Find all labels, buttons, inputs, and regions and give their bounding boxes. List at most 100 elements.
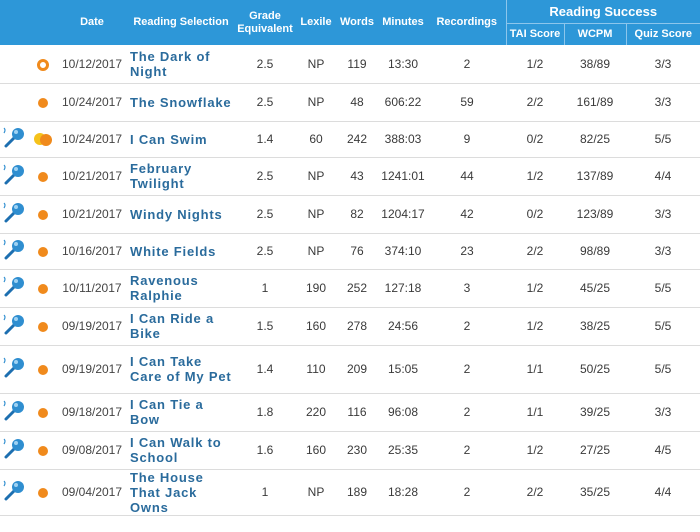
status-dot-icon	[38, 364, 48, 375]
table-row[interactable]: 10/21/2017 Windy Nights 2.5 NP 82 1204:17 42 0/…	[0, 195, 700, 234]
wcpm-cell: 123/89	[564, 195, 626, 234]
date-header[interactable]: Date	[56, 0, 128, 45]
reading-selection-link[interactable]: Windy Nights	[128, 195, 234, 234]
status-cell	[30, 269, 56, 308]
lexile-cell: NP	[296, 45, 336, 84]
lexile-cell: NP	[296, 469, 336, 516]
minutes-cell: 388:03	[378, 121, 428, 158]
microphone-icon[interactable]	[3, 438, 27, 463]
quiz-score-cell: 3/3	[626, 195, 700, 234]
grade-cell: 2.5	[234, 83, 296, 122]
table-row[interactable]: 09/19/2017 I Can Ride a Bike 1.5 160 278 24:5…	[0, 307, 700, 346]
reading-selection-link[interactable]: I Can Tie a Bow	[128, 393, 234, 432]
mic-cell	[0, 307, 30, 346]
mic-cell	[0, 195, 30, 234]
reading-success-header: Reading Success	[505, 0, 700, 24]
grade-cell: 1.4	[234, 121, 296, 158]
table-row[interactable]: 09/19/2017 I Can Take Care of My Pet 1.4 11…	[0, 345, 700, 394]
quiz-score-cell: 3/3	[626, 233, 700, 270]
table-row[interactable]: 10/21/2017 February Twilight 2.5 NP 43 1241:0…	[0, 157, 700, 196]
reading-selection-link[interactable]: I Can Ride a Bike	[128, 307, 234, 346]
microphone-icon[interactable]	[3, 400, 27, 425]
status-cell	[30, 469, 56, 516]
mic-column-header	[0, 0, 30, 45]
tai-score-cell: 2/2	[506, 83, 564, 122]
reading-selection-header[interactable]: Reading Selection	[128, 0, 234, 45]
minutes-cell: 127:18	[378, 269, 428, 308]
quiz-score-cell: 4/5	[626, 431, 700, 470]
reading-selection-link[interactable]: February Twilight	[128, 157, 234, 196]
reading-selection-link[interactable]: The House That Jack Owns	[128, 469, 234, 516]
minutes-header[interactable]: Minutes	[378, 0, 428, 45]
wcpm-cell: 137/89	[564, 157, 626, 196]
recordings-cell: 2	[428, 431, 506, 470]
microphone-icon[interactable]	[3, 164, 27, 189]
grade-cell: 1	[234, 469, 296, 516]
words-cell: 43	[336, 157, 378, 196]
wcpm-header[interactable]: WCPM	[563, 23, 626, 45]
lexile-cell: NP	[296, 83, 336, 122]
tai-score-header[interactable]: TAI Score	[505, 23, 564, 45]
quiz-score-cell: 5/5	[626, 307, 700, 346]
table-row[interactable]: 09/04/2017 The House That Jack Owns 1 NP 189…	[0, 469, 700, 516]
grade-cell: 2.5	[234, 45, 296, 84]
quiz-score-cell: 4/4	[626, 469, 700, 516]
minutes-cell: 374:10	[378, 233, 428, 270]
mic-cell	[0, 469, 30, 516]
reading-selection-link[interactable]: I Can Swim	[128, 121, 234, 158]
microphone-icon[interactable]	[3, 127, 27, 152]
date-cell: 09/18/2017	[56, 393, 128, 432]
report-rows: 10/12/2017 The Dark of Night 2.5 NP 119 13:30…	[0, 45, 700, 516]
words-cell: 242	[336, 121, 378, 158]
status-cell	[30, 431, 56, 470]
lexile-cell: 60	[296, 121, 336, 158]
reading-selection-link[interactable]: White Fields	[128, 233, 234, 270]
words-cell: 252	[336, 269, 378, 308]
tai-score-cell: 1/2	[506, 269, 564, 308]
table-row[interactable]: 10/24/2017 I Can Swim 1.4 60 242 388:03 9 0/2 82…	[0, 121, 700, 158]
quiz-score-header[interactable]: Quiz Score	[625, 23, 700, 45]
quiz-score-cell: 5/5	[626, 345, 700, 394]
quiz-score-cell: 3/3	[626, 83, 700, 122]
wcpm-cell: 39/25	[564, 393, 626, 432]
table-row[interactable]: 09/18/2017 I Can Tie a Bow 1.8 220 116 96:08 2…	[0, 393, 700, 432]
tai-score-cell: 2/2	[506, 469, 564, 516]
tai-score-cell: 1/1	[506, 393, 564, 432]
table-row[interactable]: 10/12/2017 The Dark of Night 2.5 NP 119 13:30…	[0, 45, 700, 84]
header-row: Date Reading Selection Grade Equivalent …	[0, 0, 700, 45]
grade-cell: 1.4	[234, 345, 296, 394]
reading-selection-link[interactable]: The Snowflake	[128, 83, 234, 122]
table-row[interactable]: 10/24/2017 The Snowflake 2.5 NP 48 606:22 59 2/…	[0, 83, 700, 122]
status-dot-icon	[38, 283, 48, 294]
recordings-cell: 3	[428, 269, 506, 308]
microphone-icon[interactable]	[3, 480, 27, 505]
words-cell: 119	[336, 45, 378, 84]
recordings-header[interactable]: Recordings	[428, 0, 506, 45]
table-row[interactable]: 10/11/2017 Ravenous Ralphie 1 190 252 127:18 3…	[0, 269, 700, 308]
reading-selection-link[interactable]: The Dark of Night	[128, 45, 234, 84]
date-cell: 10/24/2017	[56, 83, 128, 122]
words-header[interactable]: Words	[336, 0, 378, 45]
recordings-cell: 2	[428, 393, 506, 432]
table-row[interactable]: 10/16/2017 White Fields 2.5 NP 76 374:10 23 2/2…	[0, 233, 700, 270]
reading-selection-link[interactable]: I Can Take Care of My Pet	[128, 345, 234, 394]
reading-selection-link[interactable]: I Can Walk to School	[128, 431, 234, 470]
status-column-header	[30, 0, 56, 45]
grade-cell: 1.8	[234, 393, 296, 432]
status-cell	[30, 345, 56, 394]
date-cell: 10/21/2017	[56, 195, 128, 234]
table-row[interactable]: 09/08/2017 I Can Walk to School 1.6 160 230 2…	[0, 431, 700, 470]
tai-score-cell: 1/1	[506, 345, 564, 394]
status-ring-icon	[37, 58, 49, 71]
microphone-icon[interactable]	[3, 357, 27, 382]
reading-selection-link[interactable]: Ravenous Ralphie	[128, 269, 234, 308]
microphone-icon[interactable]	[3, 239, 27, 264]
grade-equivalent-header[interactable]: Grade Equivalent	[234, 0, 296, 45]
recordings-cell: 9	[428, 121, 506, 158]
lexile-header[interactable]: Lexile	[296, 0, 336, 45]
microphone-icon[interactable]	[3, 202, 27, 227]
status-double-dot-icon	[34, 132, 52, 147]
microphone-icon[interactable]	[3, 276, 27, 301]
microphone-icon[interactable]	[3, 314, 27, 339]
grade-cell: 2.5	[234, 195, 296, 234]
